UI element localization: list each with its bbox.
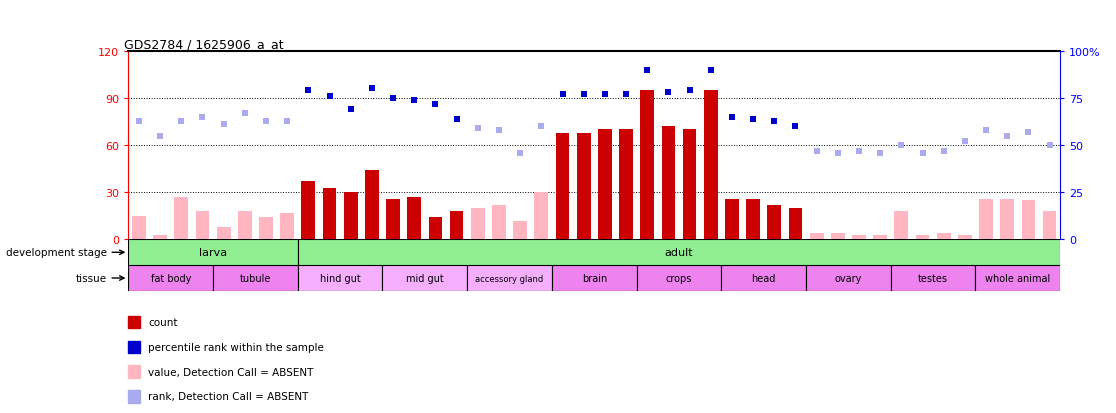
Bar — [598, 130, 612, 240]
Bar — [915, 235, 930, 240]
Text: adult: adult — [665, 248, 693, 258]
Bar — [238, 211, 252, 240]
Bar — [301, 182, 315, 240]
Bar — [1021, 201, 1036, 240]
Bar — [174, 197, 189, 240]
Bar — [128, 266, 213, 291]
Bar — [810, 234, 824, 240]
Bar — [789, 209, 802, 240]
Bar — [365, 171, 378, 240]
Bar — [577, 133, 590, 240]
Bar — [298, 266, 383, 291]
Bar — [450, 211, 463, 240]
Bar — [831, 234, 845, 240]
Text: tissue: tissue — [76, 273, 107, 283]
Bar — [1000, 199, 1014, 240]
Bar — [468, 266, 552, 291]
Bar — [683, 130, 696, 240]
Bar — [513, 221, 527, 240]
Text: GDS2784 / 1625906_a_at: GDS2784 / 1625906_a_at — [124, 38, 283, 50]
Bar — [641, 91, 654, 240]
Text: crops: crops — [666, 273, 692, 283]
Bar — [975, 266, 1060, 291]
Bar — [259, 218, 273, 240]
Text: larva: larva — [199, 248, 228, 258]
Bar — [132, 216, 146, 240]
Text: testes: testes — [918, 273, 949, 283]
Text: tubule: tubule — [240, 273, 271, 283]
Text: development stage: development stage — [7, 248, 107, 258]
Bar — [853, 235, 866, 240]
Text: fat body: fat body — [151, 273, 191, 283]
Text: count: count — [148, 317, 177, 327]
Text: mid gut: mid gut — [406, 273, 444, 283]
Bar — [386, 199, 400, 240]
Bar — [662, 127, 675, 240]
Text: percentile rank within the sample: percentile rank within the sample — [148, 342, 325, 352]
Bar — [806, 266, 891, 291]
Bar — [704, 91, 718, 240]
Text: whole animal: whole animal — [985, 273, 1050, 283]
Bar — [874, 235, 887, 240]
Bar — [619, 130, 633, 240]
Bar — [323, 188, 336, 240]
Bar — [721, 266, 806, 291]
Bar — [471, 209, 484, 240]
Bar — [153, 235, 167, 240]
Bar — [552, 266, 636, 291]
Bar — [298, 240, 1060, 266]
Text: brain: brain — [581, 273, 607, 283]
Bar — [535, 193, 548, 240]
Bar — [407, 197, 421, 240]
Bar — [768, 205, 781, 240]
Bar — [492, 205, 506, 240]
Bar — [195, 211, 210, 240]
Bar — [895, 211, 908, 240]
Bar — [936, 234, 951, 240]
Bar — [891, 266, 975, 291]
Text: ovary: ovary — [835, 273, 862, 283]
Bar — [556, 133, 569, 240]
Bar — [280, 213, 294, 240]
Bar — [958, 235, 972, 240]
Bar — [636, 266, 721, 291]
Bar — [344, 193, 357, 240]
Bar — [217, 227, 231, 240]
Text: value, Detection Call = ABSENT: value, Detection Call = ABSENT — [148, 367, 314, 377]
Bar — [213, 266, 298, 291]
Bar — [725, 199, 739, 240]
Text: hind gut: hind gut — [320, 273, 360, 283]
Text: rank, Detection Call = ABSENT: rank, Detection Call = ABSENT — [148, 392, 309, 401]
Text: accessory gland: accessory gland — [475, 274, 543, 283]
Text: head: head — [751, 273, 776, 283]
Bar — [128, 240, 298, 266]
Bar — [429, 218, 442, 240]
Bar — [1042, 211, 1057, 240]
Bar — [979, 199, 993, 240]
Bar — [747, 199, 760, 240]
Bar — [383, 266, 468, 291]
